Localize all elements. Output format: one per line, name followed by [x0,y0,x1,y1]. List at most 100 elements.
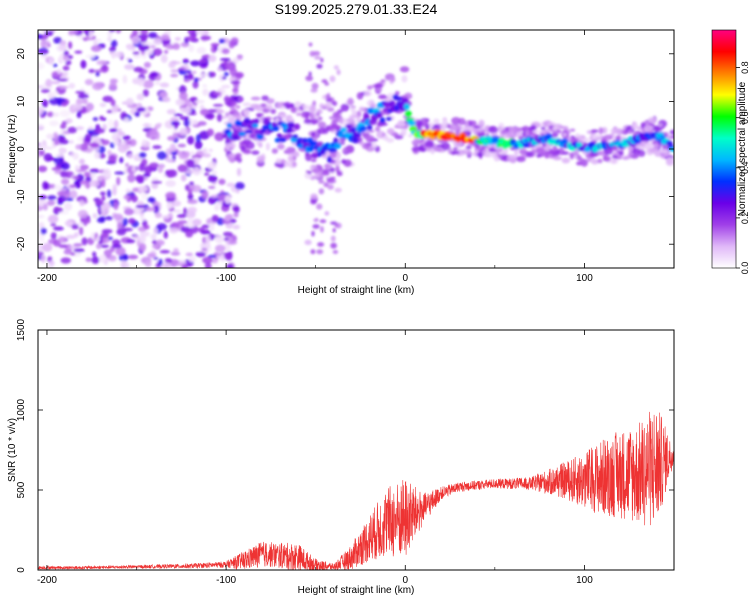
spectrogram-blob [237,56,243,61]
spectrogram-blob [78,226,84,236]
spectrogram-blob [159,82,170,88]
spectrogram-blob [411,140,418,145]
spectrogram-blob [115,246,126,256]
x-tick-label: -200 [37,273,57,284]
spectrogram-blob [58,139,70,145]
spectrogram-blob [323,163,333,169]
spectrogram-blob [164,258,173,264]
spectrogram-blob [219,57,231,61]
spectrogram-ridge-blob [285,127,293,133]
spectrogram-blob [92,82,104,91]
spectrogram-blob [598,127,603,135]
spectrogram-blob [122,74,128,84]
spectrogram-blob [156,151,168,160]
spectrogram-blob [356,115,361,124]
spectrogram-blob [205,235,211,244]
spectrogram-blob [324,82,330,86]
spectrogram-blob [536,154,542,158]
spectrogram-blob [48,96,60,106]
spectrogram-blob [65,234,76,239]
spectrogram-blob [214,204,220,212]
spectrogram-blob [92,117,99,122]
spectrogram-blob [150,136,157,140]
spectrogram-blob [415,119,423,127]
spectrogram-blob [186,36,197,42]
spectrogram-blob [304,113,309,120]
spectrogram-blob [265,142,271,151]
spectrogram-blob [476,152,483,157]
spectrogram-blob [535,147,546,155]
spectrogram-blob [196,46,207,54]
spectrogram-ridge-blob [276,133,282,138]
spectrogram-blob [42,181,49,190]
spectrogram-ridge-blob [308,140,318,146]
spectrogram-blob [54,154,64,158]
spectrogram-blob [96,216,105,223]
spectrogram-blob [45,78,53,88]
spectrogram-blob [203,172,210,176]
spectrogram-blob [124,162,130,167]
spectrogram-ridge-blob [302,137,308,144]
spectrogram-blob [654,143,659,149]
spectrogram-blob [168,61,176,69]
spectrogram-blob [69,190,78,199]
spectrogram-blob [60,123,67,130]
spectrogram-blob [129,138,137,147]
spectrogram-ridge-blob [385,116,392,121]
spectrogram-blob [64,220,75,227]
spectrogram-blob [125,97,134,106]
spectrogram-blob [154,81,161,86]
spectrogram-blob [253,137,258,141]
spectrogram-blob [473,144,481,148]
spectrogram-blob [70,152,75,157]
spectrogram-blob [234,71,244,79]
spectrogram-blob [177,143,187,148]
spectrogram-blob [198,59,209,63]
spectrogram-blob [74,50,83,54]
spectrogram-blob [148,31,158,39]
spectrogram-blob [63,202,73,211]
spectrogram-blob [83,171,91,178]
spectrogram-blob [489,148,494,152]
spectrogram-blob [190,60,201,67]
spectrogram-ridge-blob [382,107,389,112]
spectrogram-blob [396,122,406,127]
spectrogram-blob [616,128,623,136]
spectrogram-blob [218,178,226,185]
spectrogram-blob [170,69,180,73]
spectrogram-blob [138,152,147,158]
spectrogram-blob [131,195,138,203]
spectrogram-blob [169,226,179,234]
spectrogram-blob [53,157,64,165]
spectrogram-blob [310,199,317,205]
spectrogram-blob [327,92,331,97]
spectrogram-blob [180,174,187,182]
spectrogram-ridge-blob [328,147,337,153]
snr-panel: -200 -100 0 100 0 500 1000 1500 Height of stra… [7,318,675,596]
spectrogram-blob [195,251,206,258]
spectrogram-blob [95,237,101,242]
spectrogram-blob [236,167,242,177]
spectrogram-blob [345,145,355,154]
spectrogram-blob [311,132,315,136]
spectrogram-blob [85,180,90,189]
spectrogram-blob [136,93,145,101]
x-tick-label: -100 [216,273,236,284]
spectrogram-blob [194,77,199,83]
spectrogram-blob [310,249,316,255]
spectrogram-blob [551,132,559,138]
spectrogram-blob [188,44,195,53]
spectrogram-blob [127,153,134,159]
spectrogram-blob [50,232,57,240]
spectrogram-blob [69,184,77,188]
spectrogram-blob [108,236,113,241]
spectrogram-blob [115,51,124,58]
y-tick-label: -10 [16,189,27,204]
spectrogram-blob [321,79,328,83]
spectrogram-blob [132,51,140,55]
spectrogram-blob [62,54,69,61]
spectrogram-blob [210,43,220,47]
spectrogram-ridge-blob [366,124,373,131]
spectrogram-blob [94,69,104,73]
spectrogram-blob [91,256,100,264]
